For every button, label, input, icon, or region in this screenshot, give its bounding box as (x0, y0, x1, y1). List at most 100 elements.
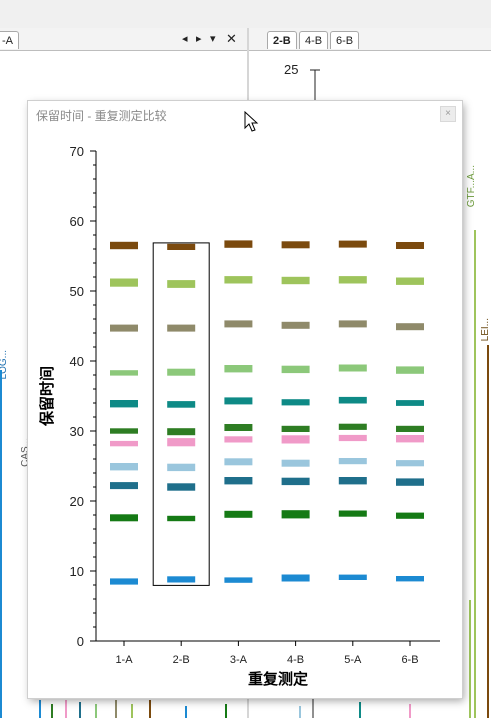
peak-mark-3-A-6 (224, 436, 253, 443)
peak-mark-6-B-10 (396, 576, 424, 582)
peak-mark-5-A-5 (338, 423, 367, 430)
peak-mark-3-A-8 (224, 477, 253, 485)
peak-mark-3-A-10 (224, 577, 253, 583)
tab-next-icon[interactable]: ▸ (196, 33, 202, 45)
peak-mark-5-A-10 (338, 574, 367, 580)
peak-mark-4-B-8 (281, 477, 310, 486)
peak-mark-3-A-2 (224, 320, 253, 328)
tab-2-B[interactable]: 2-B (267, 31, 297, 49)
y-tick-label: 0 (77, 634, 84, 649)
peak-mark-6-B-6 (396, 435, 424, 443)
y-tick-label: 20 (70, 494, 84, 509)
retention-time-dialog: 保留时间 - 重复测定比较 × 0 10 20 30 40 50 60 70 1-A 2-B 3-A… (28, 101, 462, 698)
peak-mark-4-B-1 (281, 276, 310, 285)
y-tick-label: 70 (70, 144, 84, 159)
peak-mark-2-B-2 (167, 324, 196, 332)
peak-mark-2-B-7 (167, 463, 196, 472)
peak-mark-3-A-9 (224, 510, 253, 518)
peak-mark-3-A-7 (224, 458, 253, 466)
dialog-close-button[interactable]: × (440, 106, 456, 122)
peak-mark-2-B-1 (167, 280, 196, 288)
peak-mark-1-A-4 (110, 400, 138, 408)
peak-mark-1-A-3 (110, 370, 138, 376)
peak-mark-5-A-3 (338, 364, 367, 372)
tab-prev-icon[interactable]: ◂ (182, 33, 188, 45)
background-axis-marker (310, 69, 320, 102)
peak-mark-5-A-2 (338, 320, 367, 328)
peak-mark-2-B-3 (167, 368, 196, 376)
peak-mark-5-A-6 (338, 434, 367, 442)
tab-menu-icon[interactable]: ▾ (210, 33, 216, 45)
peak-mark-1-A-9 (110, 514, 138, 522)
peak-mark-6-B-1 (396, 277, 424, 285)
selected-replicate-box (152, 242, 210, 586)
peak-mark-3-A-4 (224, 397, 253, 405)
x-tick-label-1-A: 1-A (115, 654, 133, 666)
peak-mark-2-B-5 (167, 428, 196, 436)
peak-mark-1-A-0 (110, 241, 138, 250)
peak-mark-6-B-4 (396, 400, 424, 406)
background-axis-value: 25 (284, 62, 299, 77)
peak-mark-1-A-7 (110, 463, 138, 471)
peak-mark-4-B-2 (281, 321, 310, 329)
peak-mark-4-B-6 (281, 435, 310, 444)
peak-mark-1-A-8 (110, 482, 138, 490)
mouse-cursor-icon (244, 111, 259, 132)
x-tick-label-4-B: 4-B (287, 654, 304, 666)
peak-mark-6-B-3 (396, 366, 424, 374)
peak-mark-5-A-0 (338, 240, 367, 248)
peak-mark-1-A-6 (110, 440, 138, 447)
peak-mark-2-B-4 (167, 401, 196, 408)
x-tick-label-5-A: 5-A (344, 654, 362, 666)
peak-mark-6-B-7 (396, 460, 424, 467)
peak-mark-5-A-7 (338, 458, 367, 465)
dialog-title: 保留时间 - 重复测定比较 (36, 109, 167, 123)
peak-mark-5-A-1 (338, 276, 367, 284)
peak-mark-5-A-9 (338, 510, 367, 517)
peak-mark-6-B-9 (396, 512, 424, 519)
peak-mark-1-A-1 (110, 278, 138, 287)
y-axis-title: 保留时间 (38, 366, 56, 427)
close-panel-icon[interactable]: ✕ (226, 31, 237, 46)
y-tick-label: 40 (70, 354, 84, 369)
peak-mark-2-B-9 (167, 515, 196, 522)
right-tab-strip: 2-B 4-B 6-B (249, 28, 491, 51)
tab-left-A[interactable]: -A (0, 31, 19, 49)
tab-6-B[interactable]: 6-B (330, 31, 360, 49)
peak-mark-4-B-9 (281, 510, 310, 519)
peak-mark-6-B-2 (396, 323, 424, 331)
peak-mark-5-A-4 (338, 396, 367, 404)
peak-mark-2-B-6 (167, 438, 196, 447)
peak-mark-3-A-3 (224, 365, 253, 373)
x-tick-label-2-B: 2-B (173, 654, 190, 666)
peak-mark-1-A-10 (110, 578, 138, 585)
x-axis-title: 重复测定 (248, 670, 308, 688)
peak-mark-3-A-0 (224, 240, 253, 248)
peak-mark-4-B-4 (281, 399, 310, 406)
peak-mark-3-A-1 (224, 276, 253, 284)
peak-mark-6-B-5 (396, 425, 424, 432)
retention-time-chart: 0 10 20 30 40 50 60 70 1-A 2-B 3-A 4-B 5-A 6-B 重复测定 保留时… (38, 144, 440, 688)
y-tick-label: 60 (70, 214, 84, 229)
y-tick-label: 30 (70, 424, 84, 439)
peak-mark-3-A-5 (224, 424, 253, 431)
peak-mark-4-B-5 (281, 425, 310, 432)
y-tick-label: 50 (70, 284, 84, 299)
y-tick-label: 10 (70, 564, 84, 579)
peak-mark-5-A-8 (338, 477, 367, 485)
x-tick-label-6-B: 6-B (401, 654, 418, 666)
peak-mark-4-B-10 (281, 574, 310, 582)
peak-mark-2-B-8 (167, 483, 196, 491)
peak-mark-4-B-7 (281, 459, 310, 467)
peak-mark-1-A-5 (110, 428, 138, 434)
x-tick-label-3-A: 3-A (230, 654, 248, 666)
peak-mark-4-B-0 (281, 241, 310, 249)
peak-mark-2-B-0 (167, 243, 196, 250)
peak-mark-2-B-10 (167, 576, 196, 583)
peak-mark-1-A-2 (110, 324, 138, 332)
peak-mark-4-B-3 (281, 365, 310, 374)
peak-mark-6-B-0 (396, 242, 424, 249)
peak-mark-6-B-8 (396, 478, 424, 486)
left-tab-strip: -A ◂ ▸ ▾ ✕ (0, 28, 248, 51)
tab-4-B[interactable]: 4-B (299, 31, 329, 49)
